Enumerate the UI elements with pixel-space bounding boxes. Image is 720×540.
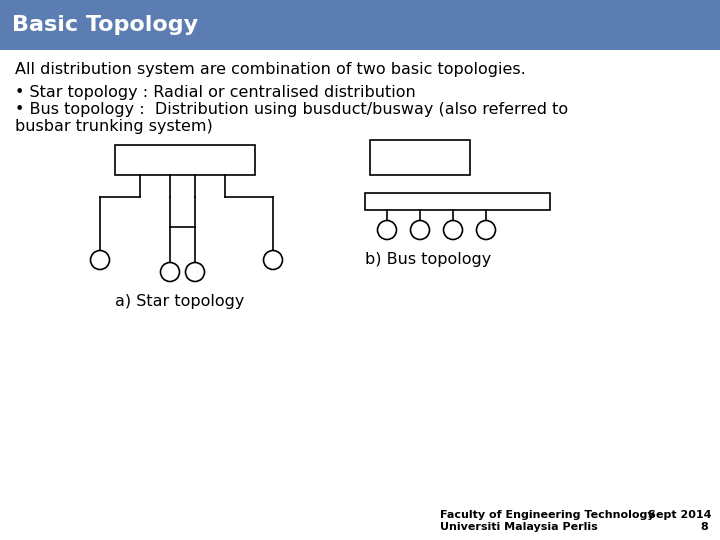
Text: • Star topology : Radial or centralised distribution: • Star topology : Radial or centralised … (15, 85, 415, 100)
Text: Faculty of Engineering Technology: Faculty of Engineering Technology (440, 510, 654, 520)
Circle shape (91, 251, 109, 269)
Text: b) Bus topology: b) Bus topology (365, 252, 491, 267)
Circle shape (377, 220, 397, 240)
Text: Universiti Malaysia Perlis: Universiti Malaysia Perlis (440, 522, 598, 532)
Bar (365, 193, 550, 210)
Text: Basic Topology: Basic Topology (12, 15, 198, 35)
Circle shape (410, 220, 430, 240)
Circle shape (186, 262, 204, 281)
Bar (370, 140, 470, 175)
Text: busbar trunking system): busbar trunking system) (15, 119, 212, 134)
Text: 8: 8 (700, 522, 708, 532)
Circle shape (161, 262, 179, 281)
Bar (0, 0, 720, 50)
Circle shape (444, 220, 462, 240)
Circle shape (264, 251, 282, 269)
Text: a) Star topology: a) Star topology (115, 294, 244, 309)
Text: Sept 2014: Sept 2014 (648, 510, 711, 520)
Bar (115, 145, 255, 175)
Text: • Bus topology :  Distribution using busduct/busway (also referred to: • Bus topology : Distribution using busd… (15, 102, 568, 117)
Circle shape (477, 220, 495, 240)
Text: All distribution system are combination of two basic topologies.: All distribution system are combination … (15, 62, 526, 77)
